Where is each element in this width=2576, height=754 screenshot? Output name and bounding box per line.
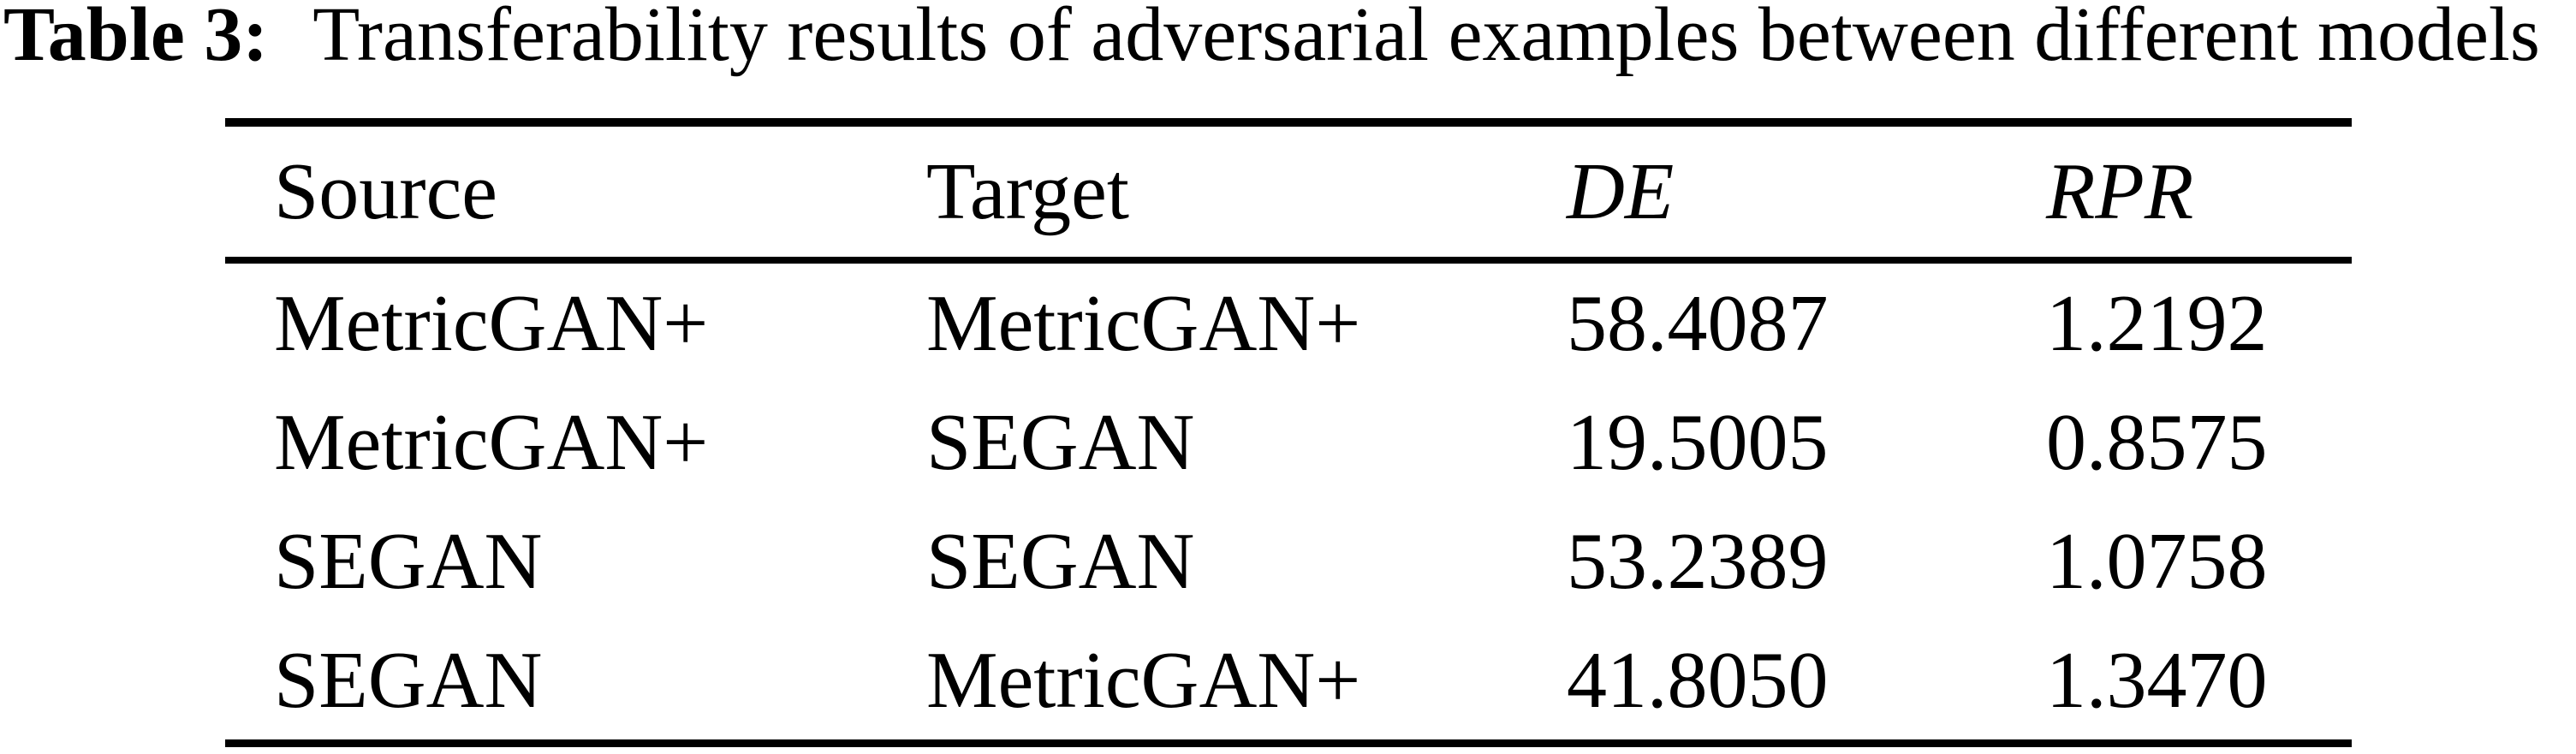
cell-de: 41.8050 bbox=[1567, 635, 1829, 725]
cell-source: SEGAN bbox=[274, 635, 543, 725]
cell-target: SEGAN bbox=[926, 397, 1195, 487]
cell-rpr: 1.3470 bbox=[2046, 635, 2268, 725]
cell-rpr: 1.2192 bbox=[2046, 278, 2268, 368]
cell-target: MetricGAN+ bbox=[926, 635, 1361, 725]
cell-de: 58.4087 bbox=[1567, 278, 1829, 368]
cell-de: 53.2389 bbox=[1567, 516, 1829, 606]
cell-rpr: 0.8575 bbox=[2046, 397, 2268, 487]
cell-de: 19.5005 bbox=[1567, 397, 1829, 487]
table-row: SEGAN MetricGAN+ 41.8050 1.3470 bbox=[225, 620, 2352, 739]
table-body: MetricGAN+ MetricGAN+ 58.4087 1.2192 Met… bbox=[225, 264, 2352, 739]
table-header-rule bbox=[225, 257, 2352, 264]
table-top-rule bbox=[225, 118, 2352, 127]
results-table: Source Target DE RPR MetricGAN+ MetricGA… bbox=[225, 118, 2352, 747]
column-header-de: DE bbox=[1567, 147, 1675, 236]
table-row: MetricGAN+ SEGAN 19.5005 0.8575 bbox=[225, 383, 2352, 502]
column-header-source: Source bbox=[274, 147, 498, 236]
column-header-rpr: RPR bbox=[2046, 147, 2194, 236]
caption-label: Table 3: bbox=[3, 0, 269, 77]
cell-rpr: 1.0758 bbox=[2046, 516, 2268, 606]
column-header-target: Target bbox=[926, 147, 1130, 236]
table-bottom-rule bbox=[225, 739, 2352, 747]
cell-source: SEGAN bbox=[274, 516, 543, 606]
table-header-row: Source Target DE RPR bbox=[225, 127, 2352, 257]
table-caption: Table 3: Transferability results of adver… bbox=[3, 0, 2540, 82]
caption-text: Transferability results of adversarial e… bbox=[312, 0, 2540, 77]
table-row: SEGAN SEGAN 53.2389 1.0758 bbox=[225, 502, 2352, 620]
cell-source: MetricGAN+ bbox=[274, 278, 709, 368]
table-row: MetricGAN+ MetricGAN+ 58.4087 1.2192 bbox=[225, 264, 2352, 383]
cell-target: MetricGAN+ bbox=[926, 278, 1361, 368]
cell-target: SEGAN bbox=[926, 516, 1195, 606]
cell-source: MetricGAN+ bbox=[274, 397, 709, 487]
